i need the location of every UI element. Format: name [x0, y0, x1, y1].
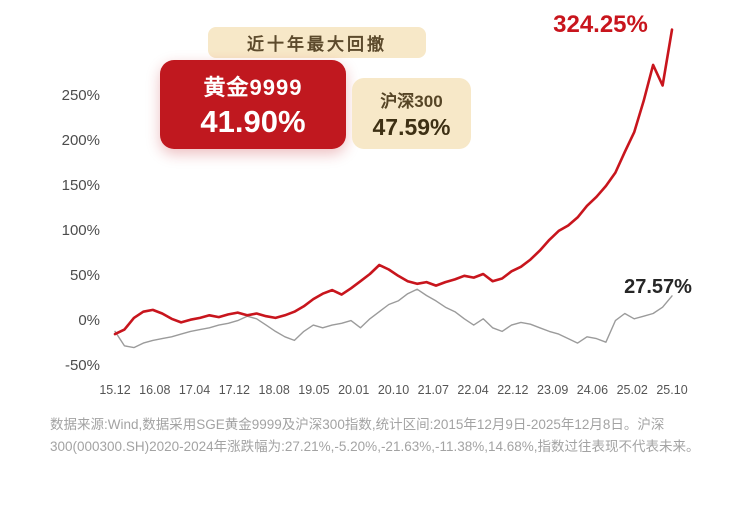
- x-tick-label: 19.05: [298, 383, 330, 397]
- x-tick-label: 18.08: [258, 383, 290, 397]
- gold-card-value: 41.90%: [200, 103, 306, 139]
- x-tick-label: 17.04: [178, 383, 211, 397]
- csi300-latest-value-label: 27.57%: [624, 276, 692, 298]
- x-tick-label: 16.08: [139, 383, 171, 397]
- y-tick-label: 250%: [61, 87, 100, 105]
- series-line-沪深300: [114, 288, 673, 349]
- x-tick-label: 17.12: [218, 383, 250, 397]
- data-source-note: 数据来源:Wind,数据采用SGE黄金9999及沪深300指数,统计区间:201…: [50, 417, 700, 454]
- x-tick-label: 21.07: [417, 383, 449, 397]
- x-tick-label: 23.09: [537, 383, 569, 397]
- x-tick-label: 22.12: [497, 383, 529, 397]
- x-tick-label: 25.10: [656, 383, 688, 397]
- y-tick-label: 0%: [78, 311, 100, 329]
- x-tick-label: 20.01: [338, 383, 370, 397]
- gold-card-title: 黄金9999: [203, 74, 303, 100]
- y-tick-label: 100%: [61, 221, 100, 239]
- x-tick-label: 20.10: [377, 383, 410, 397]
- csi300-card-title: 沪深300: [380, 91, 443, 111]
- x-tick-label: 15.12: [99, 383, 131, 397]
- y-tick-label: 50%: [69, 266, 100, 284]
- csi300-card-value: 47.59%: [372, 113, 451, 140]
- x-tick-label: 25.02: [616, 383, 648, 397]
- x-tick-label: 22.04: [457, 383, 489, 397]
- x-tick-label: 24.06: [576, 383, 609, 397]
- csi300-drawdown-card: 沪深300 47.59%: [352, 78, 471, 149]
- series-line-黄金9999: [113, 28, 674, 336]
- y-tick-label: -50%: [64, 356, 100, 374]
- gold-latest-value-label: 324.25%: [553, 11, 648, 38]
- chart-title-badge: 近十年最大回撤: [208, 27, 426, 58]
- y-tick-label: 150%: [61, 177, 100, 195]
- gold-drawdown-card: 黄金9999 41.90%: [160, 60, 346, 149]
- y-tick-label: 200%: [61, 132, 100, 150]
